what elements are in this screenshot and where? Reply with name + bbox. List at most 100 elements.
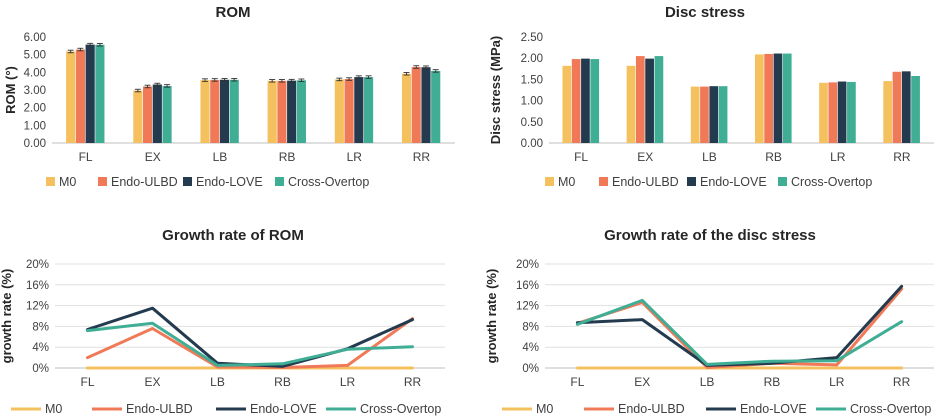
legend-swatch-endo-ulbd (599, 177, 608, 186)
legend-label-endo-ulbd: Endo-ULBD (618, 402, 685, 416)
bar-m0-lr (334, 79, 344, 143)
legend-swatch-endo-love (687, 177, 696, 186)
rom-growth-line-chart: Growth rate of ROM growth rate (%) 0% 4% 8% 1… (0, 227, 445, 416)
y-tick-label: 8% (522, 321, 539, 333)
legend-label-cross-overtop: Cross-Overtop (288, 175, 369, 189)
y-tick-label: 12% (26, 301, 49, 313)
legend-label-endo-ulbd: Endo-ULBD (126, 402, 193, 416)
y-tick-label: 1.00 (521, 96, 543, 108)
y-tick-label: 3.00 (24, 85, 46, 97)
bar-endo-love-rr (421, 67, 431, 143)
x-tick-label: LR (340, 375, 356, 389)
chart-title: Disc stress (665, 4, 745, 21)
bar-cross-overtop-fl (590, 59, 600, 143)
x-tick-label: FL (570, 375, 584, 389)
bar-endo-ulbd-rr (892, 71, 902, 143)
legend-swatch-cross-overtop (778, 177, 787, 186)
line-cross-overtop (86, 321, 414, 367)
legend-label-m0: M0 (59, 175, 76, 189)
x-tick-label: LR (830, 150, 846, 164)
line-endo-ulbd (575, 287, 904, 369)
x-tick-label: LR (347, 150, 363, 164)
y-axis-label: growth rate (%) (0, 269, 14, 364)
legend-swatch-cross-overtop (275, 177, 284, 186)
bar-m0-lr (819, 82, 828, 143)
y-axis-label: growth rate (%) (484, 269, 499, 364)
x-tick-label: RB (274, 375, 291, 389)
bar-endo-love-rb (287, 80, 297, 143)
y-tick-label: 0.00 (521, 138, 543, 150)
bar-endo-love-lb (709, 86, 719, 143)
bar-endo-ulbd-fl (75, 49, 85, 143)
bar-cross-overtop-rr (431, 70, 441, 143)
x-tick-label: RR (404, 375, 422, 389)
y-tick-label: 0% (522, 363, 539, 375)
x-tick-label: LR (829, 375, 845, 389)
chart-title: Growth rate of the disc stress (604, 227, 816, 244)
y-tick-label: 4.00 (24, 67, 46, 79)
chart-title: ROM (216, 4, 251, 21)
bar-endo-love-ex (152, 84, 162, 143)
y-tick-label: 5.00 (24, 50, 46, 62)
legend-label-cross-overtop: Cross-Overtop (850, 402, 931, 416)
legend-label-cross-overtop: Cross-Overtop (791, 175, 872, 189)
y-tick-label: 1.50 (521, 74, 543, 86)
bar-m0-lb (200, 80, 210, 143)
x-tick-label: RB (279, 150, 296, 164)
bar-endo-love-fl (85, 44, 95, 144)
bar-endo-love-lr (354, 77, 364, 143)
legend-swatch-endo-love (183, 177, 192, 186)
y-tick-label: 8% (32, 321, 49, 333)
y-tick-label: 2.00 (24, 103, 46, 115)
rom-bar-chart: ROM ROM (°) 0.00 1.00 2.00 3.00 4.00 5.00 6.00 FL… (3, 4, 455, 189)
y-tick-label: 16% (516, 280, 539, 292)
x-tick-label: RR (893, 150, 911, 164)
bar-cross-overtop-rb (782, 53, 792, 144)
y-tick-label: 6.00 (24, 32, 46, 44)
bar-m0-rr (883, 81, 893, 143)
x-tick-label: RB (764, 375, 781, 389)
legend-label-cross-overtop: Cross-Overtop (360, 402, 441, 416)
bar-m0-lb (690, 86, 700, 143)
bar-endo-ulbd-ex (635, 56, 645, 143)
bar-m0-ex (626, 65, 636, 143)
y-tick-label: 20% (26, 259, 49, 271)
y-tick-label: 2.50 (521, 32, 543, 44)
legend-swatch-m0 (46, 177, 55, 186)
x-tick-label: EX (145, 150, 161, 164)
legend-label-endo-love: Endo-LOVE (196, 175, 263, 189)
legend-label-endo-love: Endo-LOVE (700, 175, 767, 189)
x-tick-label: EX (637, 150, 653, 164)
y-tick-label: 0.00 (24, 138, 46, 150)
bar-cross-overtop-ex (162, 85, 172, 143)
y-tick-label: 1.00 (24, 120, 46, 132)
line-endo-love (575, 284, 904, 367)
x-tick-label: RB (765, 150, 782, 164)
bar-endo-love-fl (581, 58, 590, 143)
bar-cross-overtop-rb (296, 80, 306, 143)
bar-cross-overtop-lr (363, 77, 374, 143)
bar-endo-ulbd-rr (411, 67, 421, 143)
y-tick-label: 12% (516, 301, 539, 313)
bar-endo-ulbd-lb (210, 79, 220, 143)
legend-label-m0: M0 (536, 402, 553, 416)
bar-endo-love-ex (645, 58, 654, 143)
bar-m0-rr (401, 73, 412, 143)
y-tick-label: 2.00 (521, 53, 543, 65)
bar-cross-overtop-ex (654, 56, 664, 143)
bar-m0-ex (133, 90, 143, 143)
bar-endo-ulbd-lr (828, 82, 838, 143)
bar-endo-ulbd-rb (277, 80, 287, 143)
line-endo-ulbd (86, 317, 414, 369)
bar-endo-ulbd-rb (764, 53, 773, 143)
legend-label-m0: M0 (558, 175, 575, 189)
bar-cross-overtop-lb (229, 79, 239, 143)
legend-label-endo-love: Endo-LOVE (740, 402, 807, 416)
x-tick-label: FL (79, 150, 93, 164)
chart-title: Growth rate of ROM (162, 227, 304, 244)
x-tick-label: EX (144, 375, 160, 389)
legend-label-endo-love: Endo-LOVE (250, 402, 317, 416)
y-axis-label: Disc stress (MPa) (488, 36, 503, 144)
bar-cross-overtop-fl (95, 44, 105, 144)
